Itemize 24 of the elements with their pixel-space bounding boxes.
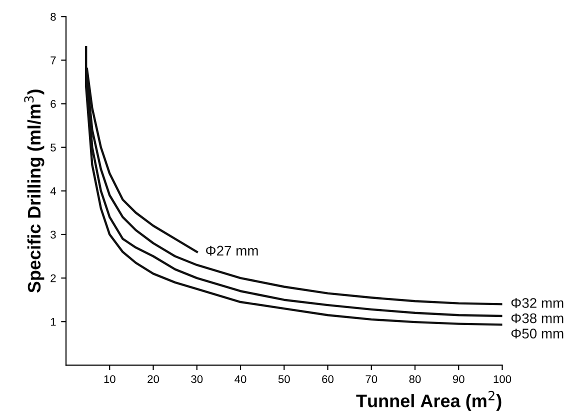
y-axis-title: Specific Drilling (ml/m$^{3}$) bbox=[24, 90, 44, 293]
y-tick-label: 1 bbox=[50, 318, 56, 326]
x-tick-label: 40 bbox=[234, 375, 246, 384]
x-tick-label: 100 bbox=[494, 375, 512, 384]
x-tick-label: 30 bbox=[191, 375, 203, 384]
x-tick-label: 50 bbox=[278, 375, 290, 384]
y-tick-label: 2 bbox=[50, 274, 56, 282]
series-label: Φ27 mm bbox=[206, 246, 258, 256]
series-label: Φ32 mm bbox=[511, 298, 564, 308]
x-tick-label: 90 bbox=[452, 375, 464, 384]
y-tick-label: 6 bbox=[50, 100, 56, 108]
y-tick-label: 5 bbox=[50, 144, 56, 152]
y-tick-label: 3 bbox=[50, 230, 56, 239]
x-tick-label: 60 bbox=[322, 375, 334, 384]
x-tick-label: 70 bbox=[366, 375, 378, 384]
series-label: Φ50 mm bbox=[511, 328, 564, 338]
series-label: Φ38 mm bbox=[511, 313, 564, 324]
y-tick-label: 8 bbox=[50, 12, 56, 21]
x-tick-label: 20 bbox=[148, 375, 160, 384]
y-tick-label: 7 bbox=[50, 56, 56, 64]
y-tick-label: 4 bbox=[50, 187, 56, 195]
x-tick-label: 80 bbox=[409, 375, 421, 384]
x-tick-label: 10 bbox=[104, 375, 116, 384]
x-axis-title: Tunnel Area (m$^{2}$) bbox=[356, 390, 502, 411]
